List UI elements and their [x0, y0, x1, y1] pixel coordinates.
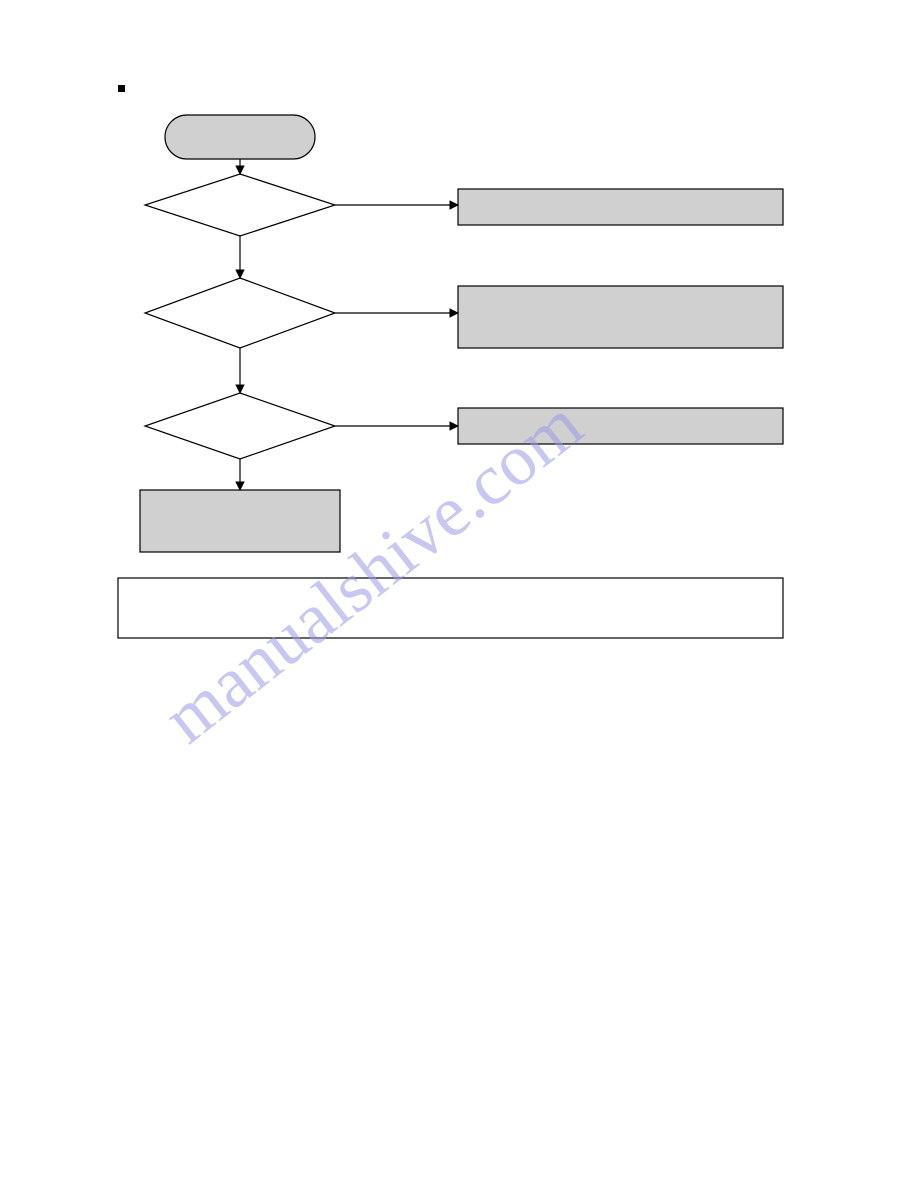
node-d2: [145, 278, 335, 348]
node-box: [118, 578, 783, 638]
node-r3: [458, 408, 783, 444]
node-start: [165, 115, 315, 159]
node-d1: [145, 174, 335, 236]
flowchart-canvas: [0, 0, 918, 1188]
node-d3: [145, 393, 335, 459]
node-r1: [458, 189, 783, 225]
node-end: [140, 490, 340, 552]
node-r2: [458, 286, 783, 348]
